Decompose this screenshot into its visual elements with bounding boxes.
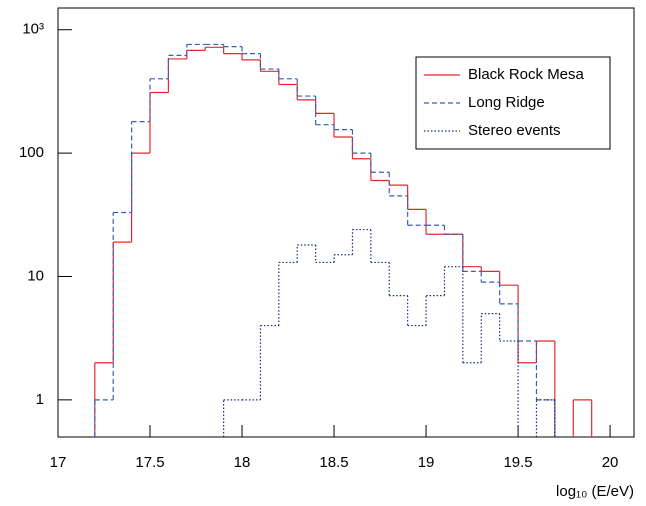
x-tick-label: 17: [50, 454, 67, 471]
plot-frame: [57, 7, 635, 438]
x-tick-label: 19: [418, 454, 435, 471]
y-tick-label: 1: [36, 391, 44, 408]
legend-label: Black Rock Mesa: [468, 66, 585, 83]
series-2: [223, 228, 556, 437]
legend-label: Long Ridge: [468, 94, 545, 111]
y-tick-label: 10³: [22, 21, 44, 38]
x-axis-label: log₁₀ (E/eV): [556, 483, 634, 500]
x-tick-label: 19.5: [503, 454, 532, 471]
y-tick-label: 10: [27, 267, 44, 284]
x-tick-label: 18.5: [319, 454, 348, 471]
y-tick-label: 100: [19, 144, 44, 161]
x-tick-label: 20: [602, 454, 619, 471]
legend-label: Stereo events: [468, 122, 561, 139]
x-tick-label: 17.5: [135, 454, 164, 471]
x-tick-label: 18: [234, 454, 251, 471]
